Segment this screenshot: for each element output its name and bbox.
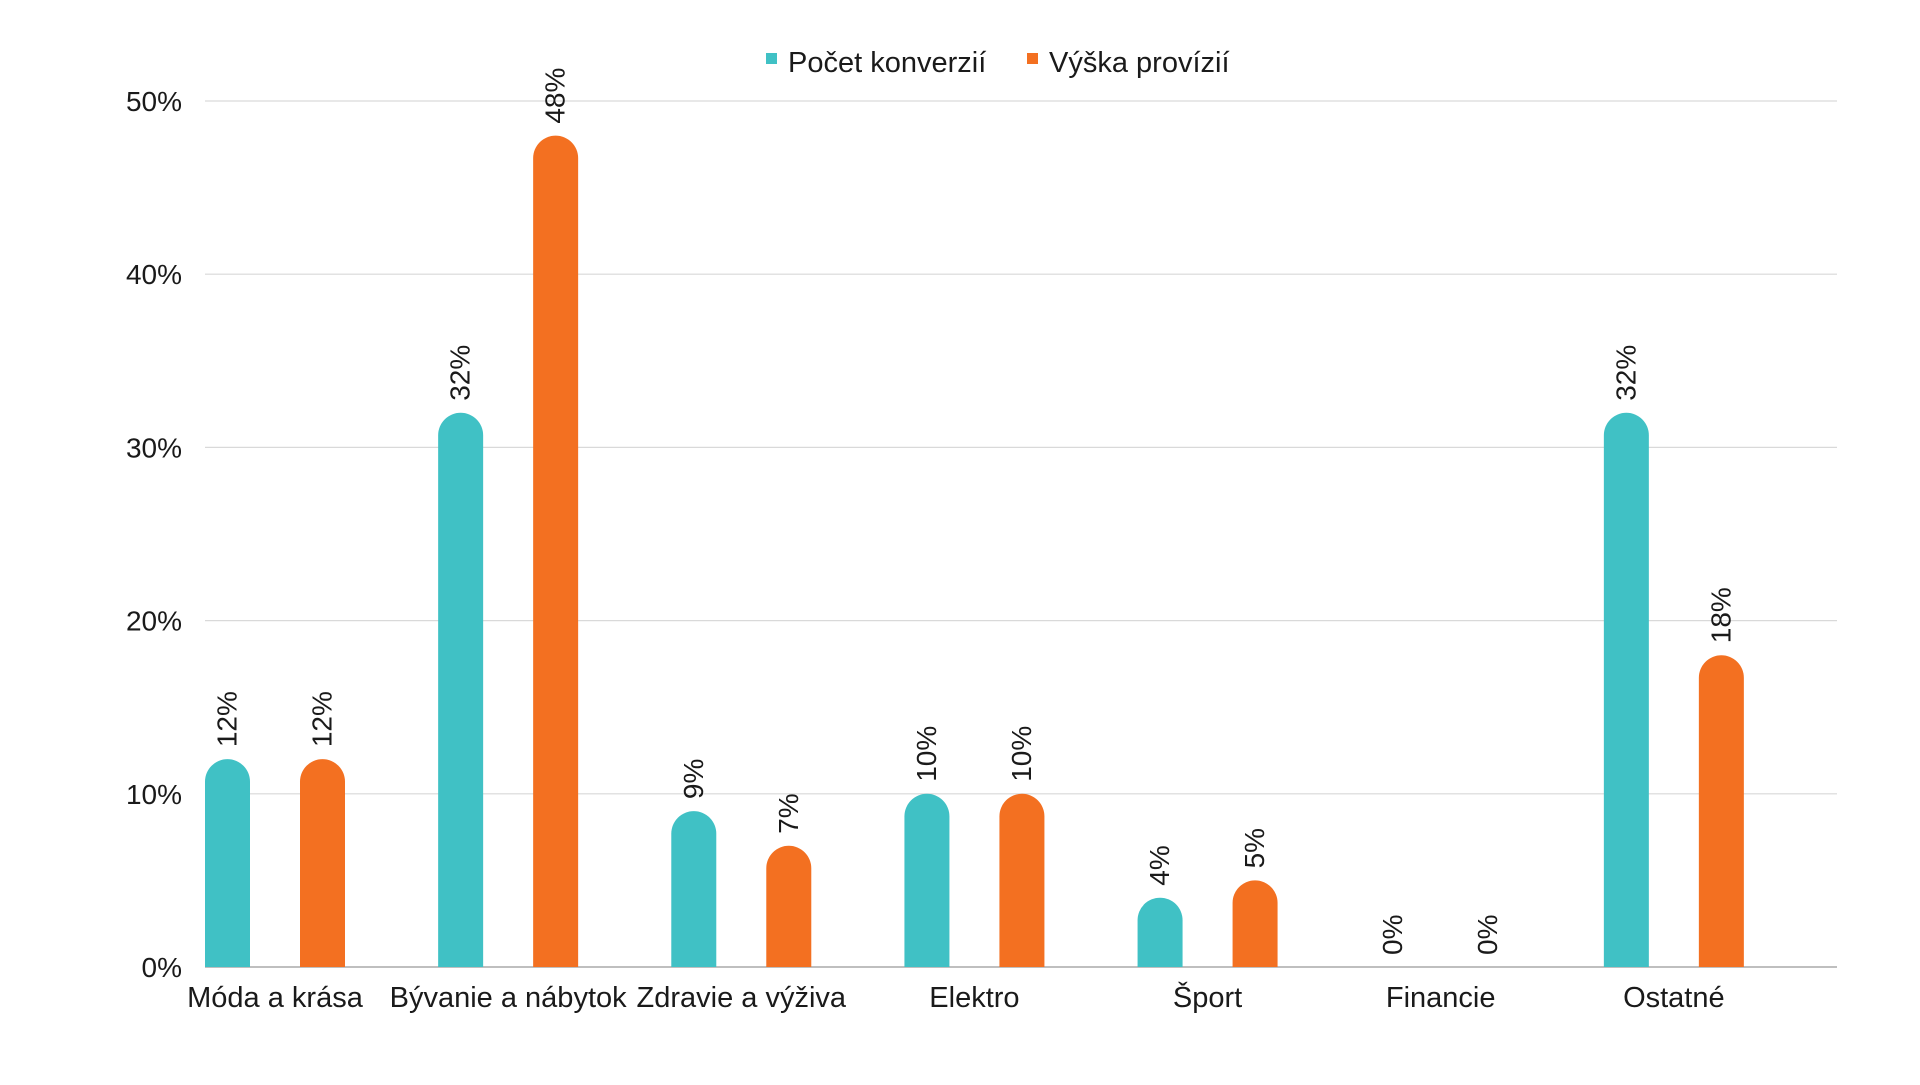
data-label: 18%: [1705, 587, 1736, 643]
data-labels: 12% 32% 9% 10% 4% 0% 32% 12% 48% 7% 10% 5% 0% 18%: [212, 68, 1737, 955]
data-label: 0%: [1377, 915, 1408, 955]
bar-series1: [1137, 897, 1183, 967]
data-label: 32%: [445, 345, 476, 401]
y-tick-label: 40%: [126, 259, 182, 290]
bar-series2: [999, 793, 1045, 967]
data-label: 7%: [773, 793, 804, 833]
y-tick-label: 0%: [142, 952, 182, 983]
x-category-label: Financie: [1386, 982, 1496, 1014]
y-tick-label: 30%: [126, 432, 182, 463]
x-category-label: Šport: [1173, 980, 1242, 1014]
data-label: 48%: [540, 68, 571, 124]
bar-series2: [1232, 880, 1278, 967]
bars: [205, 135, 1744, 968]
data-label: 4%: [1144, 845, 1175, 885]
x-category-label: Zdravie a výživa: [637, 982, 847, 1014]
data-label: 5%: [1239, 828, 1270, 868]
data-label: 10%: [1006, 726, 1037, 782]
bar-series2: [533, 135, 579, 967]
bar-series1: [671, 811, 717, 967]
bar-series1: [904, 793, 950, 967]
legend-label: Počet konverzií: [788, 47, 986, 79]
bar-series1: [1603, 412, 1649, 968]
x-category-label: Elektro: [929, 982, 1019, 1014]
legend-label: Výška provízií: [1049, 47, 1230, 79]
y-tick-label: 10%: [126, 779, 182, 810]
x-category-label: Bývanie a nábytok: [390, 982, 627, 1014]
data-label: 12%: [212, 691, 243, 747]
bar-series1: [205, 759, 250, 967]
y-tick-label: 50%: [126, 86, 182, 117]
x-category-label: Móda a krása: [187, 982, 364, 1014]
y-tick-label: 20%: [126, 606, 182, 637]
bar-series2: [300, 759, 345, 967]
bar-series2: [766, 845, 812, 967]
legend: Počet konverzií Výška provízií: [766, 47, 1230, 79]
bar-series1: [438, 412, 484, 968]
data-label: 0%: [1472, 915, 1503, 955]
data-label: 32%: [1610, 345, 1641, 401]
x-axis-categories: Móda a krása Bývanie a nábytok Zdravie a v…: [187, 980, 1724, 1014]
data-label: 9%: [678, 759, 709, 799]
data-label: 12%: [307, 691, 338, 747]
data-label: 10%: [911, 726, 942, 782]
legend-swatch: [766, 53, 777, 64]
x-category-label: Ostatné: [1623, 982, 1725, 1014]
y-axis-ticks: 0% 10% 20% 30% 40% 50%: [126, 86, 182, 983]
legend-swatch: [1027, 53, 1038, 64]
bar-series2: [1698, 655, 1744, 967]
